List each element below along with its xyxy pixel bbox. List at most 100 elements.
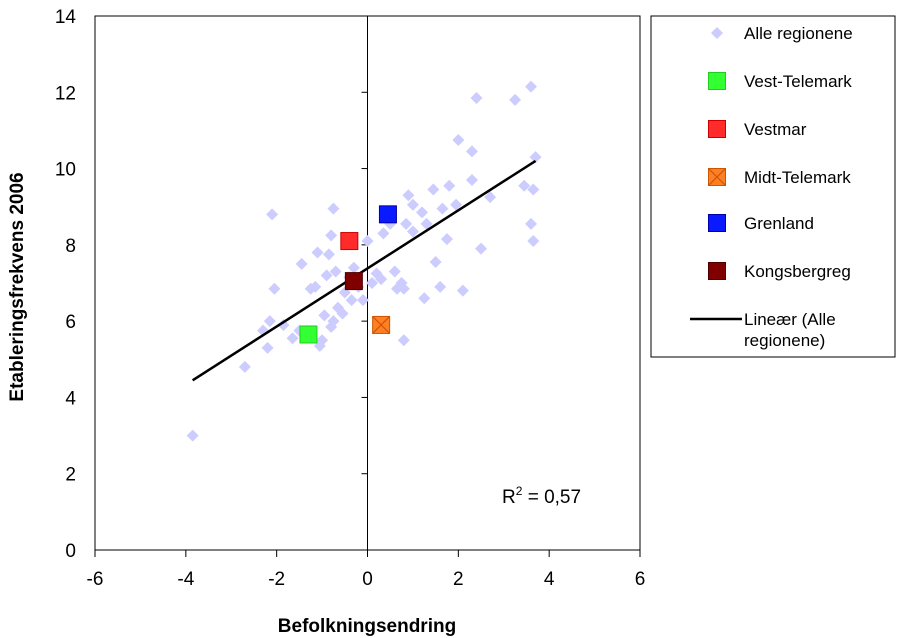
legend-box — [650, 15, 896, 358]
data-point — [375, 273, 388, 286]
y-tick-label: 4 — [65, 388, 76, 409]
data-point — [366, 277, 379, 289]
legend-label: Alle regionene — [744, 24, 853, 43]
data-point — [329, 265, 342, 278]
data-point — [529, 151, 542, 164]
data-point — [470, 92, 483, 105]
data-point — [295, 257, 308, 270]
data-point — [518, 179, 531, 192]
data-point — [397, 334, 410, 347]
x-tick-label: -6 — [87, 569, 104, 590]
legend: Alle regionene Vest-Telemark Vestmar Midt-T… — [650, 15, 896, 358]
legend-symbol — [708, 120, 726, 138]
y-tick-label: 0 — [65, 541, 76, 562]
data-point — [268, 282, 281, 295]
trend-line — [191, 159, 537, 382]
legend-symbol — [711, 27, 723, 39]
data-point — [356, 294, 369, 307]
x-tick-label: 6 — [635, 569, 646, 590]
legend-label: Vestmar — [744, 120, 807, 139]
data-point — [416, 206, 428, 219]
data-point — [525, 217, 537, 230]
legend-symbol — [708, 72, 726, 90]
y-tick-label: 14 — [55, 7, 77, 28]
data-point — [397, 282, 410, 295]
x-tick-label: -2 — [268, 569, 285, 590]
legend-label: regionene) — [744, 331, 825, 350]
data-point — [388, 265, 401, 278]
y-tick-label: 12 — [55, 83, 76, 104]
y-tick-label: 10 — [55, 160, 76, 181]
data-point — [527, 235, 540, 248]
data-point — [322, 248, 335, 261]
data-point — [347, 261, 360, 274]
data-point — [456, 284, 469, 297]
data-point — [440, 233, 453, 246]
highlight-point — [340, 232, 359, 251]
data-point — [325, 229, 338, 242]
r-squared-annotation: R2 = 0,57 — [502, 484, 581, 508]
data-point — [320, 269, 333, 282]
data-point — [286, 332, 299, 345]
data-point — [311, 246, 324, 259]
data-point — [327, 315, 340, 328]
data-point — [434, 280, 447, 293]
legend-label: Kongsbergreg — [744, 262, 851, 281]
data-point — [484, 191, 497, 204]
data-point — [318, 309, 331, 322]
highlight-point — [344, 272, 363, 291]
data-point — [509, 93, 522, 106]
data-point — [406, 198, 419, 211]
y-tick-label: 6 — [65, 312, 76, 333]
highlight-point — [378, 205, 397, 224]
data-point — [465, 145, 478, 158]
x-tick-label: 4 — [544, 569, 555, 590]
data-point — [336, 307, 349, 320]
data-point — [527, 183, 540, 196]
data-point — [429, 256, 442, 269]
x-axis-title: Befolkningsendring — [278, 616, 456, 637]
data-point — [402, 189, 415, 202]
data-point — [261, 341, 274, 354]
legend-label: Vest-Telemark — [744, 72, 852, 91]
data-point — [238, 360, 251, 373]
data-point — [525, 80, 537, 93]
x-tick-label: 2 — [453, 569, 464, 590]
data-point — [450, 198, 463, 211]
x-tick-label: 0 — [362, 569, 373, 590]
data-point — [277, 318, 290, 331]
legend-symbol — [708, 214, 726, 232]
y-tick-label: 2 — [65, 465, 76, 486]
data-point — [361, 235, 374, 248]
data-point — [186, 429, 199, 442]
data-point — [316, 334, 329, 347]
legend-label: Lineær (Alle — [744, 310, 836, 329]
data-point — [327, 202, 340, 215]
y-tick-label: 8 — [65, 236, 76, 257]
legend-label: Midt-Telemark — [744, 168, 851, 187]
legend-symbol-cross — [708, 168, 726, 186]
data-point — [345, 294, 358, 307]
x-tick-label: -4 — [177, 569, 194, 590]
plot-area: -6 -4 -2 0 2 4 6 0 2 4 6 8 10 12 14 — [55, 7, 645, 590]
data-point — [377, 227, 390, 240]
y-axis-title: Etableringsfrekvens 2006 — [7, 172, 28, 401]
data-point — [266, 208, 279, 221]
data-point — [436, 202, 449, 215]
data-point — [420, 217, 433, 230]
data-point — [406, 225, 419, 238]
data-point — [475, 242, 488, 255]
data-point — [427, 183, 440, 196]
data-point — [400, 217, 413, 230]
highlight-point-cross — [372, 316, 391, 334]
data-point — [263, 315, 276, 328]
highlight-point — [299, 325, 318, 344]
legend-label: Grenland — [744, 214, 814, 233]
legend-symbol — [708, 262, 726, 280]
data-point — [465, 174, 478, 187]
data-point — [452, 133, 465, 146]
data-point — [418, 292, 431, 305]
data-point — [443, 179, 456, 192]
data-point — [309, 280, 322, 293]
